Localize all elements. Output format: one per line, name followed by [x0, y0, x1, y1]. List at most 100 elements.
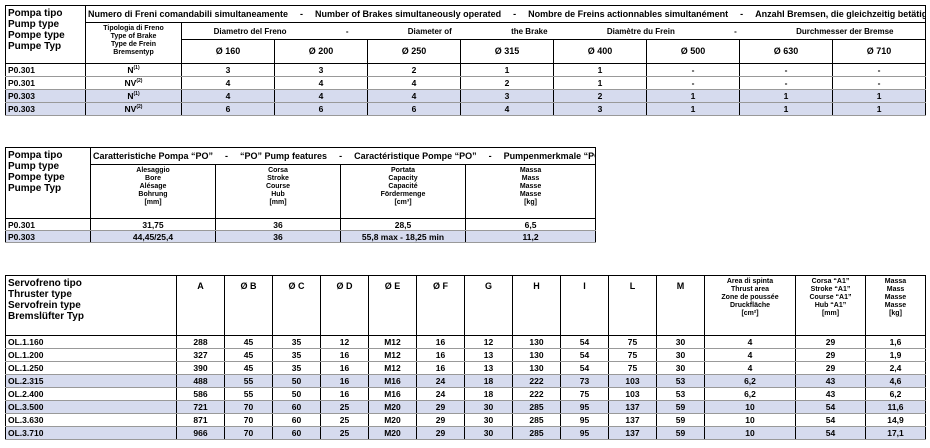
header-line: Pompe type: [8, 30, 65, 41]
cell: 222: [512, 387, 561, 401]
column-header: Alesaggio Bore Alésage Bohrung [mm]: [90, 164, 216, 219]
cell: 29: [416, 413, 465, 427]
header-part: Anzahl Bremsen, die gleichzeitig betätig…: [755, 8, 924, 19]
pump-code: P0.303: [5, 102, 86, 116]
pump-code: P0.303: [5, 230, 91, 243]
cell: 18: [464, 387, 513, 401]
table-head: Pompa tipo Pump type Pompe type Pumpe Typ Ca…: [5, 147, 597, 219]
cell: 30: [464, 413, 513, 427]
cell: 75: [608, 361, 657, 375]
cell: 11,6: [865, 400, 926, 414]
header-line: Bohrung: [138, 191, 168, 198]
brake-type-note: (1): [133, 65, 140, 72]
thruster-code: OL.3.500: [5, 400, 177, 414]
header-row: Pompa tipo Pump type Pompe type Pumpe Typ Nu…: [5, 5, 927, 64]
header-line: H: [533, 281, 540, 291]
brake-type-code: N: [127, 65, 134, 75]
cell: 3: [181, 63, 275, 77]
header-part: Diamètre du Frein: [606, 26, 675, 36]
table-head: Pompa tipo Pump type Pompe type Pumpe Typ Nu…: [5, 5, 927, 64]
cell: 285: [512, 413, 561, 427]
cell: 1: [831, 89, 927, 103]
header-line: Type de Frein: [111, 41, 156, 48]
header-line: Thrust area: [730, 286, 770, 293]
brake-type-code: NV: [124, 104, 137, 114]
header-part: -: [513, 8, 517, 19]
thruster-code: OL.3.710: [5, 426, 177, 440]
cell: 6,5: [464, 218, 597, 231]
thruster-code: OL.1.160: [5, 335, 177, 349]
cell: 285: [512, 400, 561, 414]
header-line: Pumpe Typ: [8, 41, 62, 52]
table-body: OL.1.160 288 45 35 12 M12 16 12 130 54 75 30 4 29 1,6 O…: [5, 335, 926, 440]
cell: 288: [176, 335, 225, 349]
header-line: Mass: [521, 175, 540, 182]
header-line: [kg]: [524, 199, 537, 206]
header-line: Ø E: [384, 281, 401, 291]
cell: 29: [416, 426, 465, 440]
thruster-code: OL.2.315: [5, 374, 177, 388]
cell: 14,9: [865, 413, 926, 427]
table-head: Servofreno tipo Thruster type Servofrein t…: [5, 275, 926, 336]
cell: 2,4: [865, 361, 926, 375]
cell: 29: [795, 335, 866, 349]
cell: 586: [176, 387, 225, 401]
data-row: P0.303 NV(2) 6 6 6 4 3 1 1 1: [5, 102, 927, 116]
brake-type: NV(2): [85, 76, 182, 90]
data-row: OL.2.315 488 55 50 16 M16 24 18 222 73 103 53 6,2 43 4…: [5, 374, 926, 388]
cell: 1: [553, 63, 647, 77]
cell: 16: [320, 374, 369, 388]
header-line: Mass: [886, 286, 905, 293]
cell: 871: [176, 413, 225, 427]
cell: 60: [272, 413, 321, 427]
data-row: P0.303 44,45/25,4 36 55,8 max - 18,25 min 11…: [5, 230, 597, 243]
cell: 54: [795, 413, 866, 427]
brake-type-note: (1): [133, 91, 140, 98]
cell: 75: [560, 387, 609, 401]
cell: 103: [608, 387, 657, 401]
cell: 6: [367, 102, 461, 116]
header-line: Bremsentyp: [113, 49, 154, 56]
header-part: Caratteristiche Pompa “PO”: [93, 150, 214, 161]
column-header: Ø F: [416, 275, 465, 336]
cell: 44,45/25,4: [90, 230, 216, 243]
cell: 50: [272, 387, 321, 401]
header-line: Alésage: [139, 183, 167, 190]
header-line: Zone de poussée: [721, 294, 779, 301]
header-line: Pompe type: [8, 172, 65, 183]
cell: 103: [608, 374, 657, 388]
data-row: P0.303 N(1) 4 4 4 3 2 1 1 1: [5, 89, 927, 103]
thruster-code: OL.3.630: [5, 413, 177, 427]
header-line: Fördermenge: [380, 191, 426, 198]
header-line: Massa: [519, 167, 542, 174]
cell: 222: [512, 374, 561, 388]
data-row: OL.2.400 586 55 50 16 M16 24 18 222 75 103 53 6,2 43 6…: [5, 387, 926, 401]
cell: 137: [608, 413, 657, 427]
cell: 30: [464, 426, 513, 440]
thruster-code: OL.2.400: [5, 387, 177, 401]
cell: 55,8 max - 18,25 min: [340, 230, 466, 243]
header-line: [kg]: [889, 310, 902, 317]
cell: 4,6: [865, 374, 926, 388]
cell: 4: [367, 76, 461, 90]
cell: -: [739, 76, 833, 90]
cell: M16: [368, 387, 417, 401]
column-header: Massa Mass Masse Masse [kg]: [464, 164, 597, 219]
header-line: [cm³]: [394, 199, 412, 206]
cell: -: [739, 63, 833, 77]
cell: 18: [464, 374, 513, 388]
header-line: Servofreno tipo: [8, 278, 82, 289]
cell: 6: [181, 102, 275, 116]
cell: 25: [320, 426, 369, 440]
data-row: P0.301 N(1) 3 3 2 1 1- - -: [5, 63, 927, 77]
cell: 4: [704, 335, 796, 349]
column-header: Ø B: [224, 275, 273, 336]
header-line: Masse: [519, 183, 542, 190]
cell: 2: [553, 89, 647, 103]
cell: 1: [460, 63, 554, 77]
cell: 30: [656, 348, 705, 362]
cell: 35: [272, 348, 321, 362]
header-line: Corsa “A1”: [811, 278, 850, 285]
cell: 137: [608, 400, 657, 414]
